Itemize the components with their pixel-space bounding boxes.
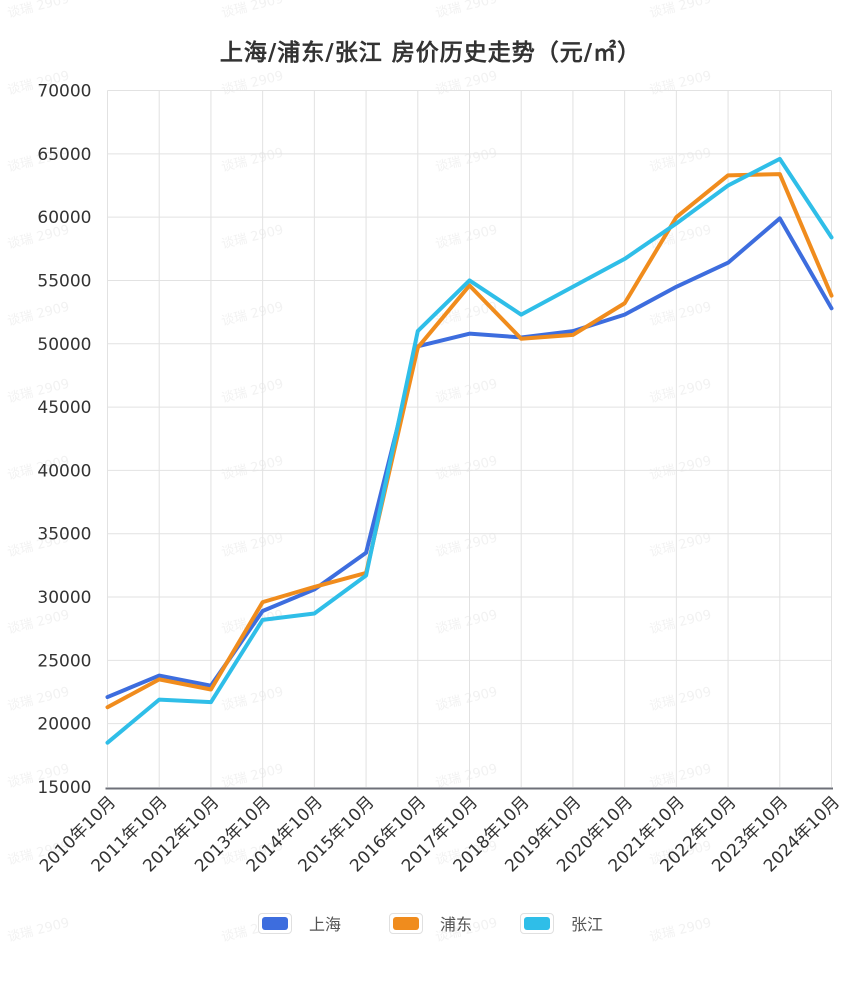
y-tick-label: 15000 [37, 778, 91, 798]
legend-swatch-shanghai [257, 912, 292, 934]
legend-swatch-pudong [388, 912, 423, 934]
y-tick-label: 55000 [37, 271, 91, 291]
y-tick-label: 60000 [37, 208, 91, 228]
legend-swatch-zhangjiang [520, 912, 554, 934]
series-line-pudong [105, 172, 834, 710]
series-line-zhangjiang [105, 156, 834, 745]
legend-label-shanghai: 上海 [308, 915, 341, 934]
legend-label-zhangjiang: 张江 [571, 915, 604, 934]
y-tick-label: 40000 [37, 461, 91, 481]
legend-item-shanghai[interactable]: 上海 [257, 911, 341, 935]
y-tick-label: 30000 [37, 588, 91, 608]
y-tick-label: 70000 [37, 82, 91, 102]
y-tick-label: 20000 [37, 715, 91, 735]
y-tick-label: 35000 [37, 525, 91, 545]
chart-title: 上海/浦东/张江 房价历史走势（元/㎡） [219, 40, 642, 66]
line-chart: 15000 20000 25000 30000 35000 40000 45000 50000… [36, 82, 844, 877]
y-tick-label: 50000 [37, 335, 91, 355]
y-tick-label: 45000 [37, 398, 91, 418]
legend-item-zhangjiang[interactable]: 张江 [520, 911, 603, 935]
legend: 上海 浦东 张江 [0, 911, 861, 935]
legend-label-pudong: 浦东 [439, 915, 472, 934]
y-tick-label: 25000 [37, 651, 91, 671]
legend-item-pudong[interactable]: 浦东 [388, 911, 472, 935]
y-tick-label: 65000 [37, 145, 91, 165]
plot-area: 15000 20000 25000 30000 35000 40000 45000 50000… [36, 82, 844, 877]
